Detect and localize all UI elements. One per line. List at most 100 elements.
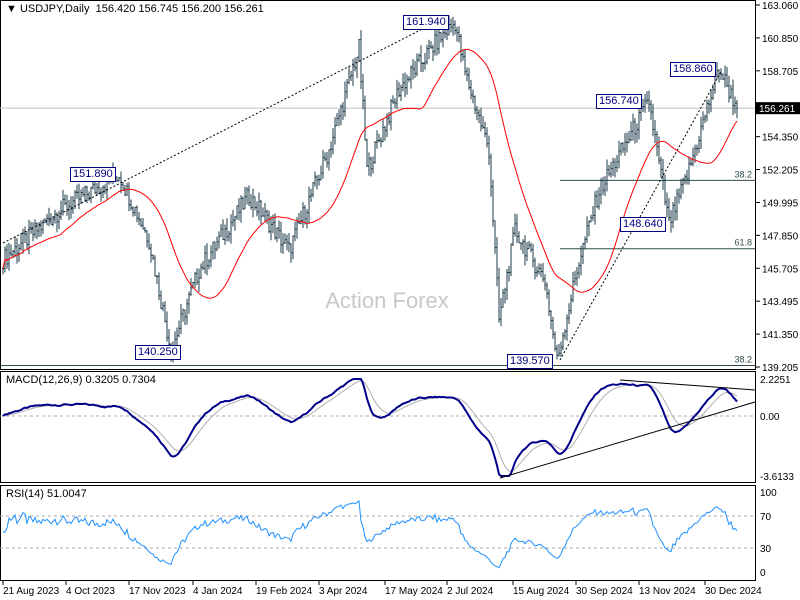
- price-bar: [726, 66, 728, 88]
- price-bar: [546, 282, 548, 299]
- macd-trend-line: [499, 401, 756, 479]
- price-bar: [356, 56, 358, 79]
- price-bar: [338, 109, 340, 127]
- price-bar: [208, 258, 210, 270]
- fib-level-label: 38.2: [734, 355, 752, 365]
- price-bar: [290, 243, 292, 263]
- price-bar: [422, 61, 424, 72]
- price-bar: [178, 320, 180, 338]
- price-bar: [700, 116, 702, 150]
- macd-panel: [0, 371, 756, 483]
- price-bar: [298, 212, 300, 224]
- price-bar: [20, 233, 22, 251]
- price-bar: [390, 99, 392, 131]
- annotation-label: 158.860: [670, 62, 716, 77]
- macd-signal-line: [2, 380, 738, 472]
- price-bar: [284, 233, 286, 244]
- price-bar: [574, 270, 576, 286]
- price-bar: [690, 158, 692, 166]
- price-bar: [642, 98, 644, 112]
- price-bar: [278, 220, 280, 239]
- price-bar: [24, 226, 26, 244]
- price-bar: [724, 65, 726, 88]
- price-bar: [502, 289, 504, 308]
- price-bar: [664, 174, 666, 206]
- price-bar: [206, 243, 208, 276]
- price-bar: [536, 266, 538, 277]
- chart-header: ▼ USDJPY,Daily 156.420 156.745 156.200 1…: [6, 3, 264, 15]
- price-bar: [378, 133, 380, 143]
- price-bar: [458, 26, 460, 43]
- price-bar: [688, 156, 690, 185]
- price-bar: [648, 90, 650, 112]
- price-bar: [566, 314, 568, 341]
- date-tick-label: 21 Aug 2023: [3, 586, 60, 597]
- price-bar: [602, 176, 604, 195]
- symbol-title: USDJPY,Daily: [19, 3, 90, 15]
- price-bar: [408, 76, 410, 83]
- price-bar: [488, 135, 490, 166]
- price-bar: [332, 128, 334, 155]
- price-bar: [384, 125, 386, 141]
- price-bar: [80, 189, 82, 204]
- price-bar: [176, 327, 178, 348]
- price-bar: [464, 49, 466, 76]
- price-bar: [644, 93, 646, 113]
- price-bar: [612, 157, 614, 177]
- price-bar: [532, 243, 534, 268]
- price-bar: [440, 31, 442, 43]
- price-bar: [194, 271, 196, 288]
- price-bar: [82, 187, 84, 197]
- price-bar: [282, 233, 284, 255]
- price-bar: [492, 179, 494, 227]
- collapse-triangle-icon[interactable]: ▼: [6, 3, 17, 15]
- price-bar: [220, 224, 222, 237]
- price-bar: [182, 308, 184, 322]
- price-bar: [442, 27, 444, 48]
- price-bar: [310, 188, 312, 202]
- price-bar: [590, 214, 592, 223]
- price-bar: [150, 243, 152, 263]
- price-bar: [48, 207, 50, 227]
- price-bar: [236, 205, 238, 220]
- price-bar: [128, 182, 130, 212]
- price-bar: [188, 291, 190, 314]
- date-tick-label: 17 Nov 2023: [129, 586, 186, 597]
- price-bar: [228, 231, 230, 242]
- price-bar: [512, 226, 514, 247]
- price-bar: [708, 99, 710, 114]
- price-bar: [528, 240, 530, 250]
- price-bar: [622, 142, 624, 153]
- price-bar: [370, 156, 372, 177]
- price-bar: [596, 190, 598, 209]
- price-bar: [380, 137, 382, 148]
- price-bar: [436, 30, 438, 56]
- price-bar: [6, 244, 8, 269]
- price-bar: [136, 205, 138, 223]
- price-bar: [146, 230, 148, 248]
- macd-line: [2, 378, 738, 477]
- price-bar: [588, 220, 590, 237]
- price-bar: [324, 152, 326, 162]
- rsi-tick-label: 30: [760, 544, 772, 555]
- price-bar: [632, 113, 634, 141]
- price-bar: [104, 184, 106, 195]
- price-bar: [524, 235, 526, 266]
- price-bar: [482, 116, 484, 129]
- price-bar: [358, 38, 360, 63]
- price-bar: [200, 263, 202, 279]
- price-bar: [36, 222, 38, 240]
- price-bar: [490, 153, 492, 197]
- price-bar: [630, 121, 632, 142]
- price-tick-label: 152.205: [762, 166, 799, 177]
- price-bar: [478, 109, 480, 123]
- price-bar: [166, 311, 168, 342]
- price-bar: [434, 27, 436, 56]
- price-bar: [144, 227, 146, 233]
- price-bar: [646, 91, 648, 105]
- price-bar: [222, 219, 224, 241]
- price-bar: [138, 211, 140, 226]
- price-bar: [66, 194, 68, 216]
- price-bar: [340, 104, 342, 126]
- price-bar: [586, 216, 588, 243]
